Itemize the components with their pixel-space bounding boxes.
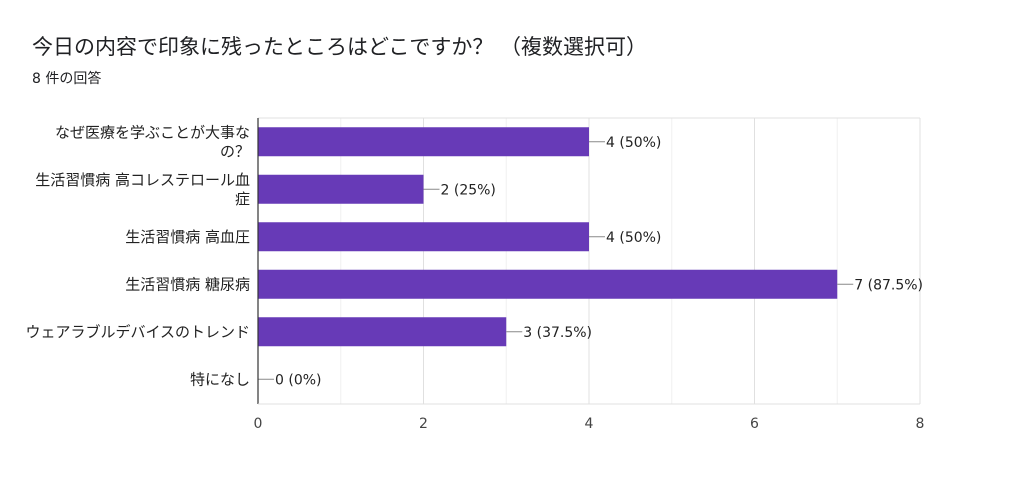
chart-title: 今日の内容で印象に残ったところはどこですか？ （複数選択可） xyxy=(32,35,648,59)
data-label: 3 (37.5%) xyxy=(523,325,592,341)
x-tick-label: 0 xyxy=(254,416,263,432)
category-label: 生活習慣病 高コレステロール血 xyxy=(35,171,250,189)
category-label: 生活習慣病 高血圧 xyxy=(125,228,250,246)
bar xyxy=(258,127,589,157)
data-label: 7 (87.5%) xyxy=(854,277,923,293)
bar xyxy=(258,317,507,347)
category-label: の？ xyxy=(220,142,250,160)
x-tick-label: 6 xyxy=(750,416,759,432)
x-tick-label: 8 xyxy=(916,416,925,432)
bar xyxy=(258,269,838,299)
x-tick-label: 4 xyxy=(585,416,594,432)
category-label: ウェアラブルデバイスのトレンド xyxy=(25,323,250,341)
data-label: 4 (50%) xyxy=(606,135,661,151)
data-label: 0 (0%) xyxy=(275,372,322,388)
bar xyxy=(258,174,424,204)
category-label: 生活習慣病 糖尿病 xyxy=(125,275,250,293)
category-label: 症 xyxy=(235,190,250,208)
x-tick-label: 2 xyxy=(419,416,428,432)
bar xyxy=(258,222,589,252)
data-label: 2 (25%) xyxy=(441,182,496,198)
data-label: 4 (50%) xyxy=(606,230,661,246)
category-label: なぜ医療を学ぶことが大事な xyxy=(55,123,250,141)
category-label: 特になし xyxy=(190,370,250,388)
response-count: 8 件の回答 xyxy=(32,71,102,87)
